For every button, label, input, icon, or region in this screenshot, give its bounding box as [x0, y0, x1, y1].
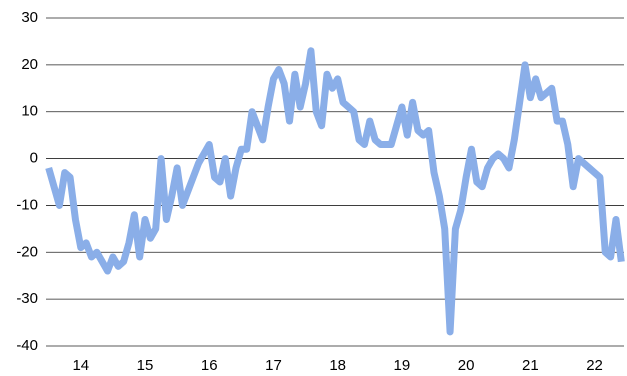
- x-tick-label: 20: [458, 357, 475, 374]
- y-tick-label: 10: [21, 103, 38, 120]
- x-tick-label: 17: [265, 357, 282, 374]
- y-tick-label: 20: [21, 56, 38, 73]
- line-series: [45, 47, 625, 336]
- y-tick-label: 30: [21, 9, 38, 26]
- y-tick-label: 0: [30, 150, 38, 167]
- y-tick-label: -30: [16, 290, 38, 307]
- x-tick-label: 16: [201, 357, 218, 374]
- y-tick-label: -10: [16, 196, 38, 213]
- x-tick-label: 21: [522, 357, 539, 374]
- y-tick-label: -20: [16, 243, 38, 260]
- x-tick-label: 15: [137, 357, 154, 374]
- x-tick-label: 18: [329, 357, 346, 374]
- x-tick-label: 22: [586, 357, 603, 374]
- x-tick-label: 19: [394, 357, 411, 374]
- x-tick-label: 14: [72, 357, 89, 374]
- y-tick-label: -40: [16, 337, 38, 354]
